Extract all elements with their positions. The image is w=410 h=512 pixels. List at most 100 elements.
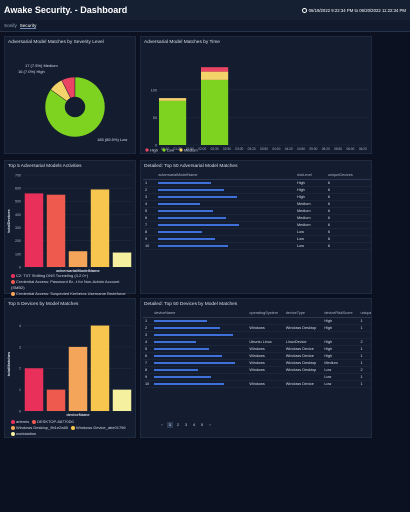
page-button[interactable]: 4 (192, 422, 196, 427)
table-cell: 1 (358, 317, 371, 325)
table-cell[interactable] (156, 228, 295, 236)
legend-dot (145, 148, 149, 152)
table-cell[interactable] (156, 235, 295, 243)
bar-low (201, 79, 229, 145)
table-cell: 6 (143, 352, 153, 360)
table-row: 3 (143, 331, 371, 339)
page-button[interactable]: 2 (176, 422, 180, 427)
x-tick-label: 06:00 (346, 147, 354, 151)
table-cell: 6 (325, 179, 371, 187)
table-cell[interactable] (152, 338, 248, 346)
table-cell: 7 (143, 359, 153, 367)
tab-bar: Sonify Security (0, 20, 410, 32)
pie-slice-low (44, 76, 106, 138)
tab-security[interactable]: Security (19, 22, 37, 29)
table-cell: High (322, 345, 359, 353)
legend-label: artemis (16, 419, 30, 424)
top5-devices-bar-chart: 0 1 2 3 4 deviceName totalMatches (6, 324, 133, 417)
table-cell: 1 (358, 359, 371, 367)
legend-item: Credential Access: Password Br...t for N… (11, 279, 132, 291)
column-header[interactable]: operatingSystem (247, 309, 284, 318)
x-axis-label: adversarialModelName (56, 268, 100, 273)
legend-dot (11, 273, 15, 278)
table-cell: 6 (325, 242, 371, 250)
table-cell[interactable] (156, 221, 295, 229)
table-cell: Low (294, 228, 326, 236)
table-cell[interactable] (156, 207, 295, 215)
x-tick-label: 01:10 (161, 147, 169, 151)
bar-medium (159, 98, 187, 101)
table-cell: 6 (143, 214, 157, 222)
y-tick-label: 3 (19, 345, 21, 349)
column-header[interactable]: deviceName (152, 309, 248, 318)
legend-dot (32, 419, 37, 424)
legend-label: Low (167, 148, 174, 152)
tab-sonify[interactable]: Sonify (4, 23, 17, 28)
legend-label: workstation (16, 431, 37, 436)
column-header[interactable]: deviceRiskScore (322, 309, 359, 318)
legend-dot (11, 431, 15, 436)
table-row: 5 Medium 6 (143, 207, 371, 215)
x-tick-label: 05:20 (322, 147, 330, 151)
table-cell: Windows Device (283, 380, 323, 388)
legend-item: Windows Device_abe01796 (71, 425, 126, 431)
column-header[interactable] (143, 309, 153, 318)
table-cell[interactable] (152, 331, 248, 339)
legend-dot (11, 419, 15, 424)
page-button[interactable]: 1 (167, 422, 173, 428)
table-cell: Low (322, 373, 359, 381)
legend-dot (11, 291, 15, 296)
table-cell[interactable] (156, 200, 295, 208)
pie-label-medium: 17 (7.5%) Medium (25, 63, 58, 68)
table-cell: 9 (143, 235, 157, 243)
table-cell[interactable] (156, 193, 295, 201)
table-row: 5 Windows Windows Device High 1 (143, 345, 371, 353)
table-cell: 1 (358, 380, 371, 388)
table-cell[interactable] (152, 380, 248, 388)
table-cell[interactable] (156, 242, 295, 250)
x-tick-label: 01:50 (186, 147, 194, 151)
table-cell[interactable] (156, 179, 295, 187)
page-button[interactable]: 3 (184, 422, 188, 427)
table-cell[interactable] (152, 359, 248, 367)
x-tick-label: 02:50 (223, 147, 231, 151)
table-cell[interactable] (152, 345, 248, 353)
table-cell[interactable] (156, 186, 295, 194)
table-cell[interactable] (152, 373, 248, 381)
y-tick-label: 600 (15, 187, 21, 191)
table-cell: 6 (325, 207, 371, 215)
table-cell: Windows (247, 324, 284, 332)
table-cell (358, 331, 371, 339)
table-row: 4 Medium 6 (143, 200, 371, 208)
column-header[interactable] (143, 171, 157, 180)
table-cell[interactable] (156, 214, 295, 222)
page-button[interactable]: 5 (200, 422, 204, 427)
table-cell[interactable] (152, 324, 248, 332)
next-page-button[interactable]: › (209, 422, 211, 427)
legend-dot (71, 425, 76, 430)
column-header[interactable]: uniqueIp (358, 309, 371, 318)
bar (90, 189, 110, 267)
table-cell: Windows Desktop (283, 359, 323, 367)
page-title: Awake Security. - Dashboard (4, 5, 128, 15)
column-header[interactable]: deviceType (283, 309, 323, 318)
table-cell[interactable] (152, 317, 248, 325)
table-cell (247, 331, 284, 339)
column-header[interactable]: uniqueDevices (325, 171, 371, 180)
column-header[interactable]: adversarialModelName (156, 171, 295, 180)
x-tick-label: 05:50 (334, 147, 342, 151)
table-cell[interactable] (152, 366, 248, 374)
y-tick-label: 1 (19, 388, 21, 392)
table-cell: Windows Desktop (283, 324, 323, 332)
table-cell (322, 331, 359, 339)
bar (24, 368, 44, 411)
column-header[interactable]: riskLevel (294, 171, 326, 180)
table-cell: 1 (143, 317, 153, 325)
table-cell: High (294, 193, 326, 201)
x-tick-label: 02:30 (211, 147, 219, 151)
time-range[interactable]: 06/19/2022 9:22:34 PM to 06/20/2022 11:2… (301, 7, 406, 13)
table-cell: Windows Device (283, 352, 323, 360)
table-cell[interactable] (152, 352, 248, 360)
prev-page-button[interactable]: ‹ (161, 422, 163, 427)
table-cell: Windows (247, 352, 284, 360)
